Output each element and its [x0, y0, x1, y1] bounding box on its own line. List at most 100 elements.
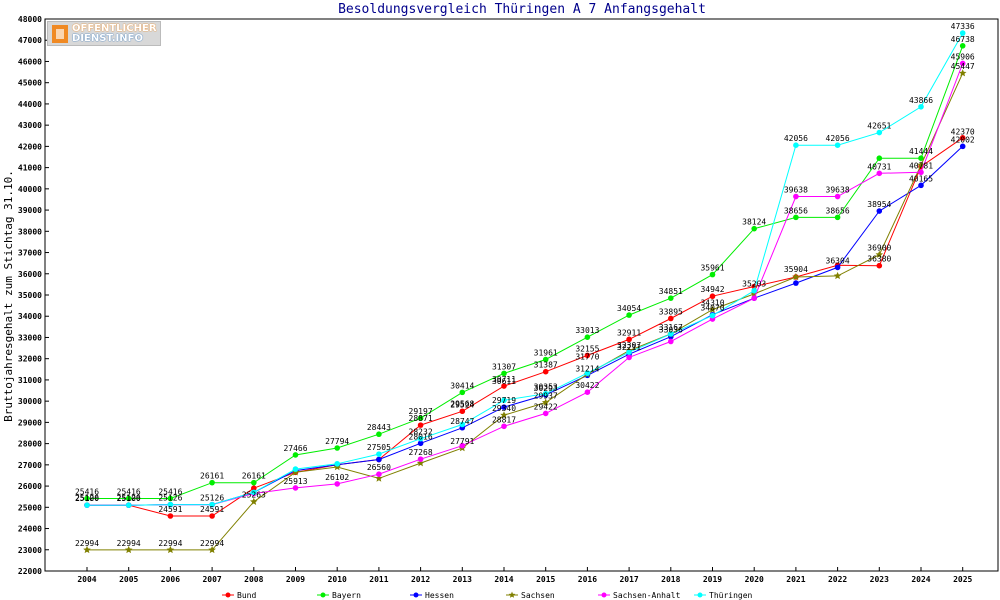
data-point-bund [626, 336, 632, 343]
data-point-sachsen [291, 468, 300, 476]
x-tick-label: 2007 [202, 575, 221, 584]
y-tick-label: 23000 [18, 546, 42, 555]
data-point-bayern [918, 155, 924, 161]
data-label: 24591 [158, 505, 182, 514]
data-label: 34310 [700, 299, 724, 308]
data-point-sachsen-anhalt [542, 410, 549, 417]
data-point-bayern [167, 495, 174, 502]
data-label: 30611 [492, 377, 516, 386]
data-point-sachsen-anhalt [876, 170, 883, 177]
data-point-th-ringen [417, 435, 424, 442]
data-label: 36380 [867, 255, 891, 264]
data-point-bayern [376, 431, 382, 438]
data-point-sachsen-anhalt [751, 295, 757, 301]
data-point-bund [209, 513, 215, 519]
data-point-th-ringen [125, 502, 132, 508]
data-point-sachsen-anhalt [417, 456, 424, 462]
data-label: 29340 [492, 404, 516, 413]
data-label: 25100 [75, 494, 99, 503]
chart-title: Besoldungsvergleich Thüringen A 7 Anfang… [338, 2, 706, 17]
data-point-th-ringen [459, 421, 466, 428]
y-tick-label: 36000 [18, 270, 42, 279]
x-tick-label: 2015 [536, 575, 555, 584]
y-tick-label: 38000 [18, 227, 42, 236]
data-point-th-ringen [918, 103, 924, 110]
y-tick-label: 43000 [18, 121, 42, 130]
legend-swatch-marker [413, 592, 419, 598]
y-tick-label: 25000 [18, 503, 42, 512]
data-label: 25416 [117, 487, 141, 496]
data-point-sachsen [875, 250, 884, 258]
data-label: 45447 [951, 62, 975, 71]
data-label: 30293 [534, 384, 558, 393]
data-point-sachsen [958, 69, 967, 77]
data-point-bayern [709, 271, 716, 278]
data-point-th-ringen [834, 142, 841, 148]
x-tick-label: 2012 [411, 575, 430, 584]
y-tick-label: 31000 [18, 376, 42, 385]
data-label: 41444 [909, 147, 933, 156]
data-label: 22994 [75, 539, 99, 548]
data-point-sachsen [124, 545, 133, 554]
x-tick-label: 2023 [870, 575, 889, 584]
data-point-sachsen [750, 289, 758, 298]
data-point-bund [959, 135, 966, 141]
data-label: 28232 [409, 428, 433, 437]
data-point-bayern [876, 155, 883, 161]
data-label: 39638 [826, 186, 850, 195]
data-label: 34942 [700, 285, 724, 294]
data-point-hessen [376, 456, 382, 463]
legend-item-sachsen: Sachsen [506, 591, 555, 600]
series-line-hessen [87, 145, 964, 506]
plot-area [44, 18, 999, 572]
data-point-sachsen [250, 497, 258, 505]
y-tick-label: 37000 [18, 249, 42, 258]
data-label: 32911 [617, 328, 641, 337]
data-point-sachsen [333, 463, 341, 471]
series-line-sachsen [87, 72, 964, 551]
y-tick-label: 28000 [18, 440, 42, 449]
data-label: 22994 [200, 539, 224, 548]
y-tick-label: 48000 [18, 15, 42, 24]
data-label: 27794 [325, 437, 349, 446]
data-label: 38656 [784, 206, 808, 215]
y-tick-label: 40000 [18, 185, 42, 194]
data-label: 29937 [534, 391, 558, 400]
data-label: 36900 [867, 244, 891, 253]
data-point-th-ringen [793, 142, 799, 148]
x-tick-label: 2008 [244, 575, 263, 584]
legend-label: Bayern [332, 591, 361, 600]
data-point-th-ringen [542, 390, 549, 397]
y-tick-label: 45000 [18, 79, 42, 88]
x-tick-label: 2011 [369, 575, 388, 584]
data-point-bayern [542, 356, 549, 363]
legend: Bund Bayern Hessen Sachsen Sachsen-Anhalt Thü… [222, 591, 753, 600]
legend-label: Sachsen [521, 591, 555, 600]
data-point-sachsen [208, 545, 216, 554]
data-label: 33013 [575, 326, 599, 335]
y-tick-label: 30000 [18, 397, 42, 406]
series-line-sachsen-anhalt [87, 63, 964, 506]
plot-border [44, 18, 999, 572]
data-point-bayern [584, 334, 591, 340]
data-label: 32211 [617, 343, 641, 352]
legend-swatch-marker [697, 592, 703, 598]
legend-item-sachsen-anhalt: Sachsen-Anhalt [598, 591, 681, 600]
logo-line-2: DIENST.INFO [72, 33, 143, 44]
data-label: 29422 [534, 402, 558, 411]
y-tick-label: 26000 [18, 482, 42, 491]
data-label: 40781 [909, 161, 933, 170]
data-label: 25126 [75, 494, 99, 503]
data-point-th-ringen [709, 312, 716, 319]
y-axis: 22000 23000 24000 25000 26000 27000 28000 29000… [18, 15, 49, 576]
y-axis-label: Bruttojahresgehalt zum Stichtag 31.10. [2, 170, 15, 422]
x-tick-label: 2005 [119, 575, 138, 584]
data-point-th-ringen [209, 501, 215, 508]
legend-label: Sachsen-Anhalt [613, 591, 681, 600]
data-label: 42651 [867, 122, 891, 131]
data-point-sachsen-anhalt [459, 442, 466, 449]
legend-label: Hessen [425, 591, 454, 600]
data-point-bund [251, 485, 257, 492]
logo-line-1: OFFENTLICHER [72, 23, 157, 34]
